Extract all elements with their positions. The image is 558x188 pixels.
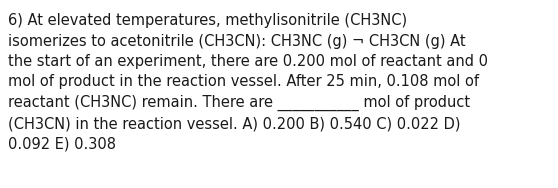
Text: 6) At elevated temperatures, methylisonitrile (CH3NC)
isomerizes to acetonitrile: 6) At elevated temperatures, methylisoni… <box>8 13 488 152</box>
